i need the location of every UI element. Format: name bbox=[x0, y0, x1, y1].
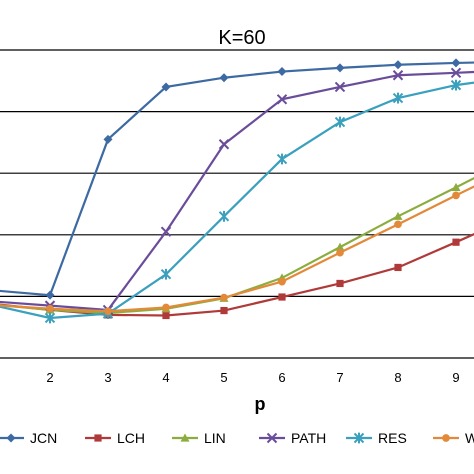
data-point bbox=[276, 153, 288, 165]
data-point bbox=[451, 58, 461, 68]
series-line bbox=[0, 176, 474, 315]
legend-label: WUP bbox=[465, 430, 474, 446]
legend-item-wup: WUP bbox=[433, 430, 474, 446]
data-point bbox=[218, 139, 230, 150]
series-line bbox=[0, 185, 474, 313]
legend-item-path: PATH bbox=[259, 430, 326, 446]
data-point bbox=[452, 191, 460, 200]
data-point bbox=[336, 279, 344, 288]
series-line bbox=[0, 232, 474, 317]
series-lines bbox=[0, 58, 474, 324]
data-point bbox=[218, 210, 230, 222]
x-tick-label: 3 bbox=[104, 370, 111, 385]
legend: JCN LCH LIN PATH RES WUP bbox=[0, 430, 474, 446]
data-point bbox=[442, 434, 450, 442]
data-point bbox=[277, 67, 287, 77]
series-wup bbox=[0, 185, 474, 316]
series-line bbox=[0, 70, 474, 312]
data-point bbox=[392, 70, 404, 81]
data-point bbox=[160, 226, 172, 237]
data-point bbox=[161, 82, 171, 92]
data-point bbox=[162, 303, 170, 312]
data-point bbox=[334, 81, 346, 93]
data-point bbox=[94, 434, 102, 442]
x-tick-label: 2 bbox=[46, 370, 53, 385]
x-tick-label: 9 bbox=[452, 370, 459, 385]
data-point bbox=[6, 433, 16, 443]
data-point bbox=[266, 432, 278, 444]
legend-item-jcn: JCN bbox=[0, 430, 57, 446]
data-point bbox=[219, 73, 229, 83]
data-point bbox=[335, 63, 345, 73]
chart-title: K=60 bbox=[218, 27, 265, 49]
series-jcn bbox=[0, 58, 474, 300]
x-tick-label: 8 bbox=[394, 370, 401, 385]
data-point bbox=[278, 277, 286, 286]
series-line bbox=[0, 81, 474, 320]
data-point bbox=[220, 306, 228, 315]
data-point bbox=[276, 94, 288, 105]
data-point bbox=[46, 304, 54, 313]
data-point bbox=[394, 220, 402, 229]
data-point bbox=[44, 312, 56, 324]
data-point bbox=[104, 307, 112, 316]
data-point bbox=[394, 263, 402, 272]
data-point bbox=[393, 211, 403, 220]
data-point bbox=[160, 268, 172, 280]
data-point bbox=[353, 432, 365, 444]
legend-label: LCH bbox=[117, 430, 145, 446]
legend-label: PATH bbox=[291, 430, 326, 446]
x-tick-label: 4 bbox=[162, 370, 169, 385]
data-point bbox=[180, 433, 190, 442]
x-axis-label: p bbox=[255, 394, 266, 414]
data-point bbox=[278, 293, 286, 301]
series-line bbox=[0, 61, 474, 297]
series-path bbox=[0, 67, 474, 316]
legend-item-lin: LIN bbox=[172, 430, 226, 446]
data-point bbox=[336, 248, 344, 257]
gridlines bbox=[0, 49, 474, 359]
data-point bbox=[452, 238, 460, 246]
data-point bbox=[334, 116, 346, 128]
legend-item-lch: LCH bbox=[85, 430, 145, 446]
x-tick-label: 5 bbox=[220, 370, 227, 385]
data-point bbox=[335, 242, 345, 251]
data-point bbox=[162, 311, 170, 320]
data-point bbox=[451, 182, 461, 191]
data-point bbox=[393, 60, 403, 70]
x-tick-labels: 2 3 4 5 6 7 8 9 bbox=[46, 370, 459, 385]
x-tick-label: 7 bbox=[336, 370, 343, 385]
x-tick-label: 6 bbox=[278, 370, 285, 385]
series-res bbox=[0, 79, 474, 324]
legend-label: JCN bbox=[30, 430, 57, 446]
legend-item-res: RES bbox=[346, 430, 407, 446]
data-point bbox=[450, 79, 462, 91]
data-point bbox=[103, 134, 113, 144]
data-point bbox=[392, 92, 404, 104]
data-point bbox=[220, 293, 228, 302]
series-lch bbox=[0, 232, 474, 320]
legend-label: RES bbox=[378, 430, 407, 446]
legend-label: LIN bbox=[204, 430, 226, 446]
data-point bbox=[450, 67, 462, 78]
data-point bbox=[45, 290, 55, 300]
